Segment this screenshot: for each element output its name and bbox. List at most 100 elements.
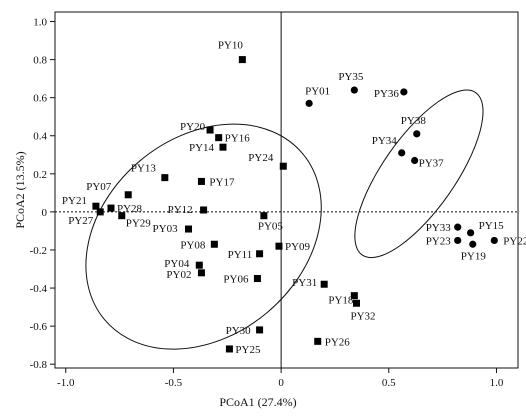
- circle-point-py36: [400, 88, 408, 96]
- y-tick-label: -0.4: [30, 283, 48, 295]
- data-points: [92, 56, 498, 353]
- square-point-py26: [314, 337, 322, 345]
- square-point-py27: [96, 208, 104, 216]
- point-label-py21: PY21: [62, 195, 87, 207]
- point-label-py07: PY07: [86, 181, 112, 193]
- y-axis: -0.8 -0.6 -0.4 -0.2 0 0.2 0.4 0.6 0.8 1.0: [30, 17, 55, 371]
- square-point-py29: [118, 212, 126, 220]
- y-tick-label: -0.6: [30, 321, 48, 333]
- x-tick-label: 0: [278, 377, 284, 389]
- point-label-py12: PY12: [168, 204, 193, 216]
- point-label-py08: PY08: [180, 239, 206, 251]
- x-tick-label: -0.5: [165, 377, 183, 389]
- point-labels: PY02 PY03 PY04 PY05 PY06 PY07 PY08 PY09 PY10 PY11…: [62, 40, 526, 356]
- square-point-py05: [260, 212, 268, 220]
- circle-point-py33: [454, 223, 462, 231]
- point-label-py31: PY31: [292, 277, 317, 289]
- point-label-py16: PY16: [225, 133, 251, 145]
- point-label-py27: PY27: [68, 215, 94, 227]
- square-point-py32: [352, 299, 360, 307]
- point-label-py29: PY29: [126, 218, 152, 230]
- square-point-py30: [256, 326, 264, 334]
- circle-point-py15: [467, 229, 475, 237]
- point-label-py20: PY20: [180, 121, 206, 133]
- point-label-py23: PY23: [426, 235, 452, 247]
- square-point-py06: [253, 275, 261, 283]
- point-label-py24: PY24: [248, 152, 274, 164]
- square-point-py10: [238, 56, 246, 64]
- square-point-py24: [279, 162, 287, 170]
- square-point-py04: [195, 261, 203, 269]
- point-label-py14: PY14: [189, 142, 215, 154]
- point-label-py04: PY04: [164, 258, 190, 270]
- square-point-py08: [210, 240, 218, 248]
- point-label-py13: PY13: [131, 163, 157, 175]
- point-label-py28: PY28: [117, 203, 143, 215]
- square-point-py16: [215, 134, 223, 142]
- point-label-py09: PY09: [285, 241, 311, 253]
- y-tick-label: 1.0: [33, 17, 47, 29]
- y-tick-label: 0.8: [33, 55, 47, 67]
- point-label-py32: PY32: [350, 310, 375, 322]
- point-label-py17: PY17: [209, 176, 235, 188]
- circle-point-py22: [490, 236, 498, 245]
- square-point-py28: [107, 204, 115, 212]
- y-tick-label: 0.2: [33, 169, 47, 181]
- point-label-py38: PY38: [401, 115, 427, 127]
- circle-point-py19: [469, 240, 477, 248]
- circle-point-py38: [413, 130, 421, 138]
- square-point-py03: [185, 225, 193, 233]
- y-tick-label: 0.4: [33, 131, 47, 143]
- point-label-py35: PY35: [338, 71, 364, 83]
- point-label-py30: PY30: [226, 325, 252, 337]
- group-ellipse: [354, 89, 484, 259]
- reference-lines: [55, 12, 518, 368]
- circle-point-py37: [411, 156, 419, 165]
- circle-point-py35: [350, 86, 358, 94]
- square-point-py12: [200, 206, 208, 214]
- square-point-py31: [320, 280, 328, 288]
- point-label-py26: PY26: [325, 336, 351, 348]
- x-tick-label: 0.5: [382, 377, 396, 389]
- x-axis: -1.0 -0.5 0 0.5 1.0: [57, 368, 504, 389]
- plot-frame: [54, 11, 519, 369]
- group-ellipses: [85, 89, 484, 350]
- point-label-py33: PY33: [426, 222, 452, 234]
- x-tick-label: 1.0: [490, 377, 504, 389]
- square-point-py02: [197, 269, 205, 277]
- point-label-py02: PY02: [166, 269, 191, 281]
- square-point-py09: [275, 242, 283, 250]
- y-tick-label: 0.6: [33, 93, 47, 105]
- square-point-py14: [219, 143, 227, 151]
- square-point-py25: [225, 345, 233, 353]
- point-label-py22: PY22: [503, 235, 526, 247]
- y-tick-label: 0: [42, 207, 48, 219]
- y-axis-title: PCoA2 (13.5%): [13, 151, 27, 228]
- circle-point-py34: [398, 149, 406, 157]
- point-label-py01: PY01: [305, 85, 330, 97]
- square-point-py21: [92, 202, 100, 210]
- y-tick-label: -0.2: [30, 245, 47, 257]
- x-axis-title: PCoA1 (27.4%): [219, 395, 296, 409]
- point-label-py06: PY06: [223, 274, 249, 286]
- point-label-py03: PY03: [153, 223, 179, 235]
- group-ellipse: [85, 123, 322, 350]
- point-label-py18: PY18: [328, 295, 354, 307]
- point-label-py15: PY15: [479, 220, 505, 232]
- point-label-py36: PY36: [374, 88, 400, 100]
- point-label-py05: PY05: [258, 221, 284, 233]
- square-point-py20: [206, 126, 214, 134]
- x-tick-label: -1.0: [57, 377, 75, 389]
- square-point-py17: [197, 177, 205, 185]
- point-label-py34: PY34: [372, 135, 398, 147]
- point-label-py10: PY10: [218, 40, 244, 52]
- y-tick-label: -0.8: [30, 359, 48, 371]
- square-point-py18: [350, 292, 358, 300]
- square-point-py13: [161, 174, 169, 182]
- point-label-py19: PY19: [461, 250, 487, 262]
- point-label-py25: PY25: [235, 344, 261, 356]
- circle-point-py01: [305, 99, 313, 107]
- square-point-py07: [124, 191, 132, 199]
- circle-point-py23: [454, 236, 462, 245]
